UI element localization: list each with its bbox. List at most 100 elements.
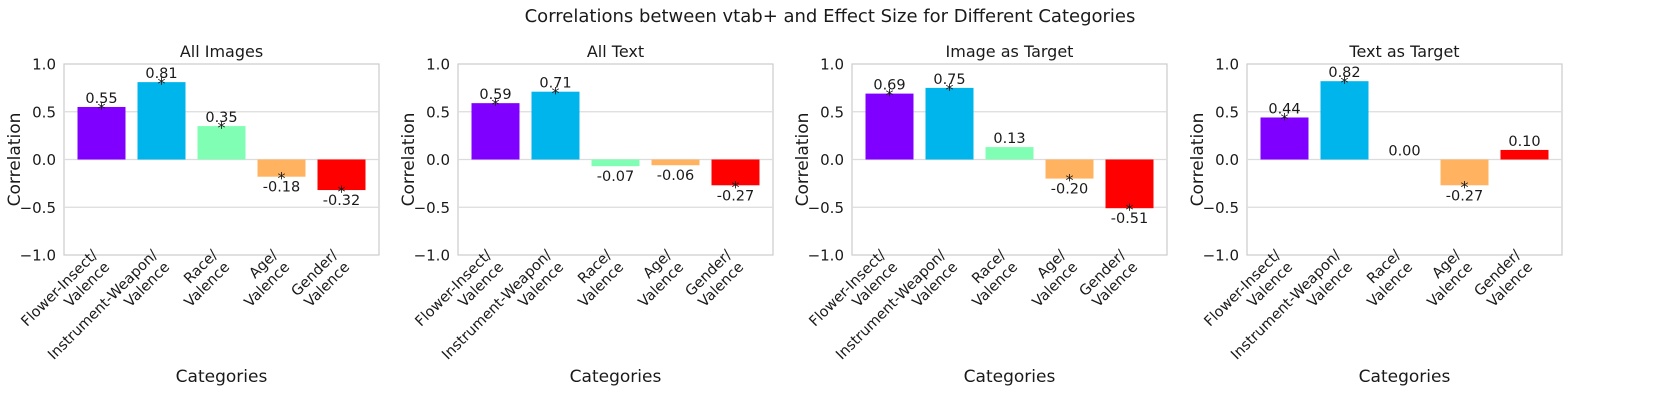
y-tick-label: −1.0 bbox=[20, 247, 56, 265]
bar-value-label: -0.51 bbox=[1111, 211, 1149, 227]
bar bbox=[651, 159, 700, 166]
bar-value-label: -0.20 bbox=[1051, 182, 1089, 198]
bar bbox=[257, 159, 306, 177]
significance-star: * bbox=[1281, 109, 1289, 128]
x-axis-label: Categories bbox=[1359, 367, 1451, 387]
subplot-title: Text as Target bbox=[1348, 42, 1459, 61]
y-tick-label: 1.0 bbox=[426, 56, 450, 74]
bar bbox=[137, 82, 186, 160]
bar-value-label: 0.13 bbox=[993, 131, 1025, 147]
x-tick-label: Age/Valence bbox=[1413, 247, 1477, 311]
bar bbox=[1045, 159, 1094, 179]
bar bbox=[985, 147, 1034, 160]
y-tick-label: −0.5 bbox=[414, 199, 450, 217]
significance-star: * bbox=[946, 80, 954, 99]
y-tick-label: 0.0 bbox=[820, 151, 844, 169]
significance-star: * bbox=[1126, 200, 1134, 219]
bar-value-label: 0.82 bbox=[1328, 65, 1360, 81]
bar bbox=[77, 106, 126, 160]
bar bbox=[1500, 149, 1549, 160]
bar bbox=[471, 103, 520, 160]
significance-star: * bbox=[338, 182, 346, 201]
y-tick-label: −0.5 bbox=[1203, 199, 1239, 217]
y-tick-label: −0.5 bbox=[808, 199, 844, 217]
x-tick-label: Age/Valence bbox=[1018, 247, 1082, 311]
bar-value-label: 0.81 bbox=[145, 66, 177, 82]
y-tick-label: 0.5 bbox=[1215, 103, 1239, 121]
significance-star: * bbox=[1341, 73, 1349, 92]
y-tick-label: 0.0 bbox=[426, 151, 450, 169]
bar-value-label: -0.18 bbox=[263, 180, 301, 196]
x-tick-label: Race/Valence bbox=[1353, 247, 1417, 311]
bar-value-label: -0.06 bbox=[657, 168, 695, 184]
significance-star: * bbox=[886, 86, 894, 105]
bar-value-label: -0.27 bbox=[717, 188, 755, 204]
bar bbox=[1440, 159, 1489, 186]
bar-value-label: 0.55 bbox=[85, 91, 117, 107]
bar-value-label: 0.00 bbox=[1388, 144, 1420, 160]
bar bbox=[925, 87, 974, 160]
y-tick-label: 1.0 bbox=[32, 56, 56, 74]
x-axis-label: Categories bbox=[176, 367, 268, 387]
x-tick-label: Instrument-Weapon/Valence bbox=[439, 247, 567, 375]
x-axis-label: Categories bbox=[570, 367, 662, 387]
bar bbox=[317, 159, 366, 191]
bar-value-label: 0.69 bbox=[873, 78, 905, 94]
bar-value-label: 0.44 bbox=[1268, 101, 1300, 117]
x-tick-label: Gender/Valence bbox=[289, 247, 354, 312]
y-tick-label: −1.0 bbox=[808, 247, 844, 265]
x-tick-label: Gender/Valence bbox=[1472, 247, 1537, 312]
bar bbox=[1105, 159, 1154, 209]
x-axis-label: Categories bbox=[964, 367, 1056, 387]
bar-value-label: -0.27 bbox=[1446, 188, 1484, 204]
significance-star: * bbox=[1461, 177, 1469, 196]
significance-star: * bbox=[218, 118, 226, 137]
bar-value-label: 0.59 bbox=[479, 87, 511, 103]
y-tick-label: −0.5 bbox=[20, 199, 56, 217]
subplot-title: All Text bbox=[587, 42, 644, 61]
subplot-title: Image as Target bbox=[946, 42, 1074, 61]
x-tick-label: Instrument-Weapon/Valence bbox=[1228, 247, 1356, 375]
x-tick-label: Instrument-Weapon/Valence bbox=[45, 247, 173, 375]
y-axis-label: Correlation bbox=[399, 113, 419, 207]
bar bbox=[865, 93, 914, 160]
figure-title: Correlations between vtab+ and Effect Si… bbox=[525, 6, 1136, 27]
y-axis-label: Correlation bbox=[5, 113, 25, 207]
bar-value-label: 0.35 bbox=[205, 110, 237, 126]
x-tick-label: Race/Valence bbox=[564, 247, 628, 311]
y-axis-label: Correlation bbox=[1188, 113, 1208, 207]
x-tick-label: Instrument-Weapon/Valence bbox=[833, 247, 961, 375]
x-tick-label: Gender/Valence bbox=[683, 247, 748, 312]
bar-value-label: -0.07 bbox=[597, 169, 635, 185]
y-tick-label: −1.0 bbox=[414, 247, 450, 265]
significance-star: * bbox=[732, 177, 740, 196]
y-tick-label: 0.0 bbox=[32, 151, 56, 169]
bar bbox=[1260, 117, 1309, 160]
significance-star: * bbox=[492, 95, 500, 114]
y-axis-label: Correlation bbox=[793, 113, 813, 207]
y-tick-label: 1.0 bbox=[1215, 56, 1239, 74]
significance-star: * bbox=[278, 169, 286, 188]
y-tick-label: 0.0 bbox=[1215, 151, 1239, 169]
bar bbox=[711, 159, 760, 186]
bar bbox=[197, 126, 246, 160]
significance-star: * bbox=[1066, 171, 1074, 190]
bar-value-label: 0.71 bbox=[539, 76, 571, 92]
x-tick-label: Race/Valence bbox=[170, 247, 234, 311]
y-tick-label: −1.0 bbox=[1203, 247, 1239, 265]
bar-value-label: -0.32 bbox=[323, 193, 361, 209]
bar bbox=[591, 159, 640, 167]
bar-value-label: 0.10 bbox=[1508, 134, 1540, 150]
bar bbox=[1320, 81, 1369, 160]
y-tick-label: 0.5 bbox=[426, 103, 450, 121]
significance-star: * bbox=[158, 74, 166, 93]
subplot-title: All Images bbox=[180, 42, 263, 61]
significance-star: * bbox=[98, 99, 106, 118]
y-tick-label: 0.5 bbox=[32, 103, 56, 121]
significance-star: * bbox=[552, 84, 560, 103]
bar bbox=[531, 91, 580, 160]
y-tick-label: 0.5 bbox=[820, 103, 844, 121]
bar-value-label: 0.75 bbox=[933, 72, 965, 88]
y-tick-label: 1.0 bbox=[820, 56, 844, 74]
